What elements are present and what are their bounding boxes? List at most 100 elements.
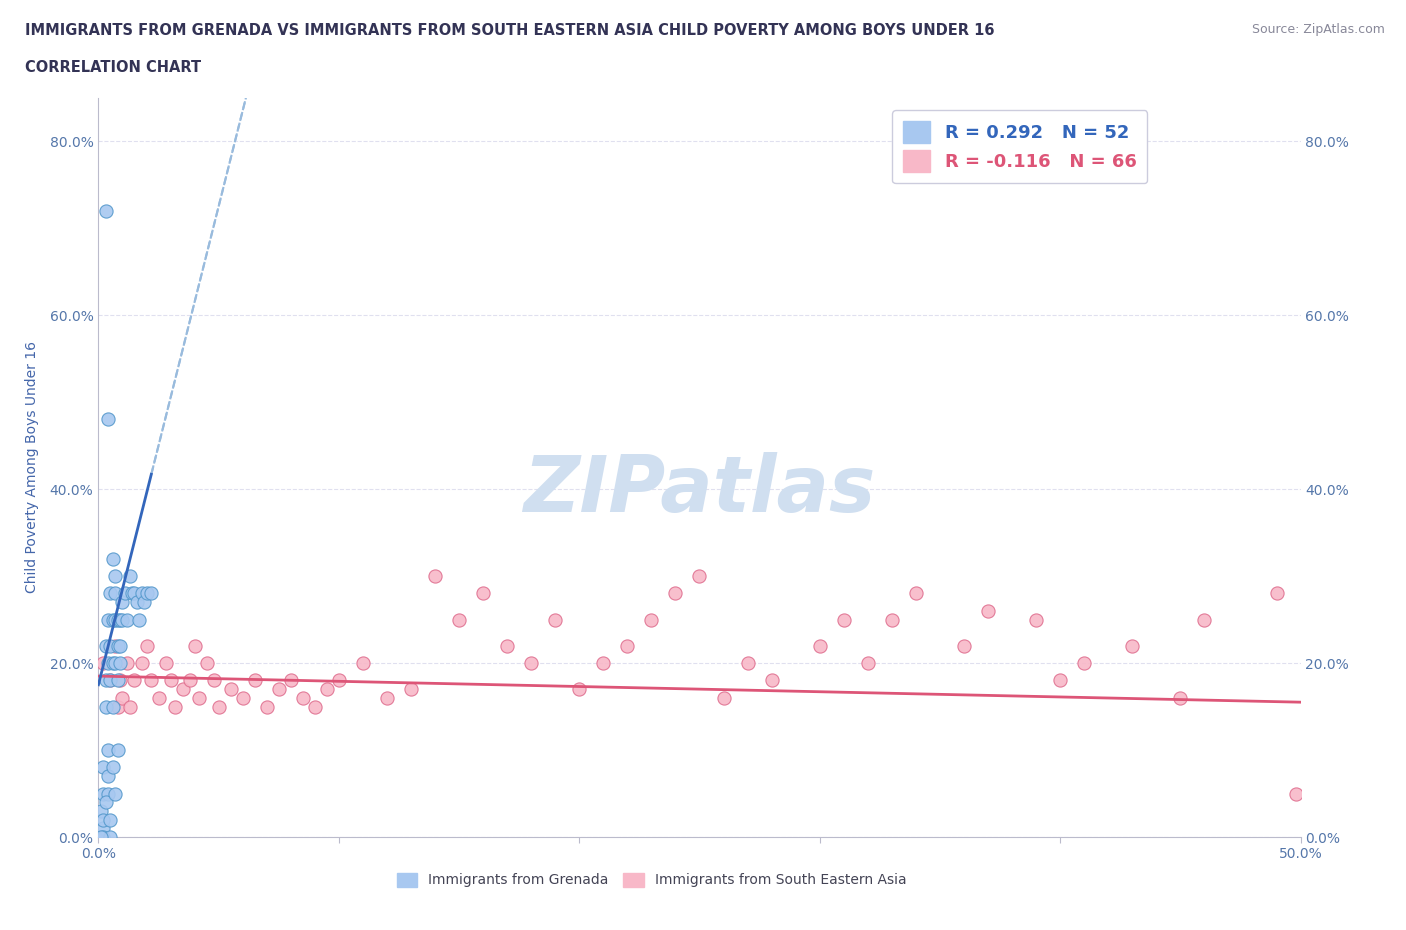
Point (141, 673, 163, 688)
Point (97, 786, 120, 801)
Point (520, 656, 543, 671)
Point (97, 769, 120, 784)
Point (108, 638, 131, 653)
Point (90, 830, 112, 844)
Point (100, 812, 122, 827)
Point (399, 682, 422, 697)
Point (496, 638, 519, 653)
Point (104, 786, 127, 801)
Point (124, 586, 146, 601)
Point (132, 594, 155, 609)
Point (131, 586, 153, 601)
Point (101, 699, 124, 714)
Point (689, 568, 711, 583)
Point (108, 673, 131, 688)
Point (202, 673, 225, 688)
Point (375, 690, 398, 705)
Point (1265, 586, 1288, 601)
Point (472, 586, 495, 601)
Point (1049, 673, 1071, 688)
Point (808, 638, 831, 653)
Point (616, 638, 638, 653)
Point (97, 412, 120, 427)
Point (188, 690, 211, 705)
Point (172, 682, 194, 697)
Point (128, 612, 150, 627)
Point (183, 638, 205, 653)
Point (304, 699, 326, 714)
Point (121, 586, 143, 601)
Point (135, 586, 157, 601)
Point (104, 568, 127, 583)
Point (104, 638, 127, 653)
Point (195, 656, 218, 671)
Point (232, 690, 254, 705)
Point (91, 830, 114, 844)
Point (125, 594, 148, 609)
Point (1170, 690, 1192, 705)
Point (904, 586, 927, 601)
Point (737, 656, 759, 671)
Point (100, 673, 122, 688)
Point (97, 656, 120, 671)
Point (315, 682, 337, 697)
Y-axis label: Child Poverty Among Boys Under 16: Child Poverty Among Boys Under 16 (24, 341, 38, 593)
Point (1194, 612, 1216, 627)
Point (91, 812, 114, 827)
Point (423, 568, 446, 583)
Point (90, 830, 112, 844)
Point (1025, 612, 1047, 627)
Point (107, 673, 129, 688)
Point (291, 690, 314, 705)
Legend: Immigrants from Grenada, Immigrants from South Eastern Asia: Immigrants from Grenada, Immigrants from… (391, 867, 912, 893)
Point (100, 586, 122, 601)
Point (280, 673, 302, 688)
Point (856, 656, 879, 671)
Point (100, 638, 122, 653)
Point (131, 656, 153, 671)
Point (104, 612, 127, 627)
Point (832, 612, 855, 627)
Point (165, 699, 187, 714)
Point (108, 656, 131, 671)
Point (100, 673, 122, 688)
Point (94, 638, 117, 653)
Point (111, 690, 134, 705)
Point (953, 638, 976, 653)
Point (94, 673, 117, 688)
Point (155, 656, 177, 671)
Point (101, 656, 124, 671)
Text: CORRELATION CHART: CORRELATION CHART (25, 60, 201, 75)
Point (117, 656, 139, 671)
Point (664, 586, 686, 601)
Point (97, 612, 120, 627)
Point (328, 673, 350, 688)
Point (880, 612, 903, 627)
Point (94, 204, 117, 219)
Point (159, 673, 181, 688)
Point (208, 699, 231, 714)
Point (592, 656, 614, 671)
Point (267, 682, 290, 697)
Point (544, 612, 567, 627)
Point (148, 690, 170, 705)
Point (179, 673, 201, 688)
Point (568, 682, 591, 697)
Point (101, 612, 124, 627)
Point (124, 673, 146, 688)
Point (1285, 786, 1308, 801)
Point (713, 690, 735, 705)
Point (107, 699, 129, 714)
Point (1121, 638, 1143, 653)
Point (219, 682, 242, 697)
Point (118, 699, 141, 714)
Point (1073, 656, 1095, 671)
Point (91, 786, 114, 801)
Point (107, 612, 129, 627)
Point (118, 568, 141, 583)
Point (101, 760, 124, 775)
Point (91, 760, 114, 775)
Text: IMMIGRANTS FROM GRENADA VS IMMIGRANTS FROM SOUTH EASTERN ASIA CHILD POVERTY AMON: IMMIGRANTS FROM GRENADA VS IMMIGRANTS FR… (25, 23, 995, 38)
Point (256, 699, 278, 714)
Point (91, 656, 114, 671)
